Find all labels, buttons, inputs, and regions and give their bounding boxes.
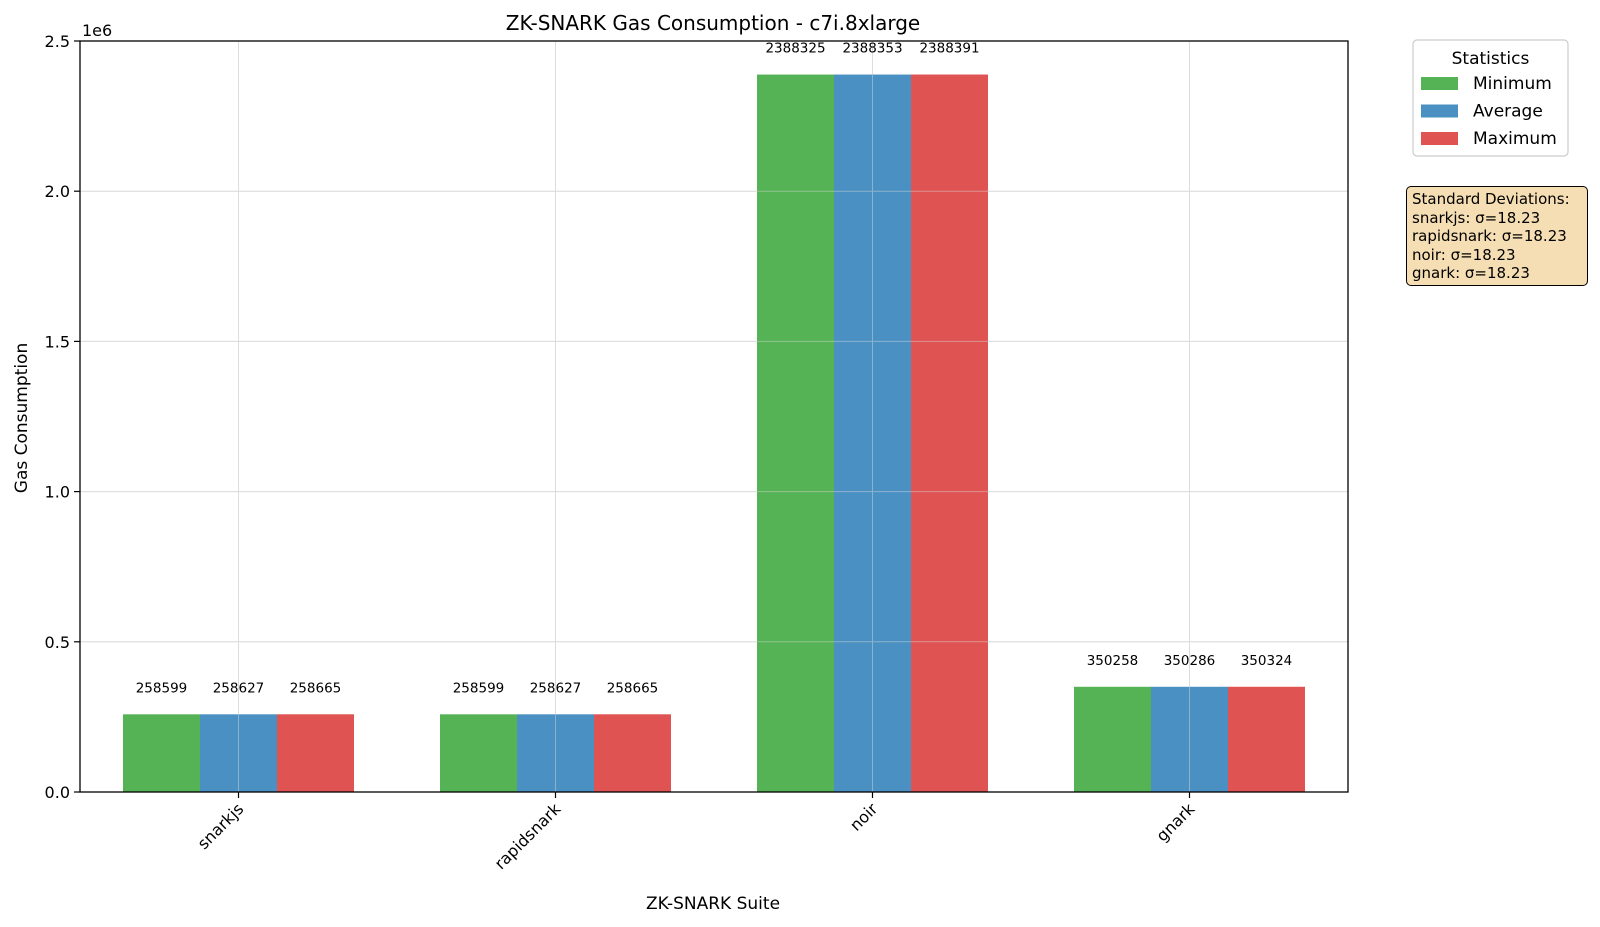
legend-box <box>1412 39 1569 157</box>
legend-swatch <box>1421 104 1458 118</box>
std-deviation-line: rapidsnark: σ=18.23 <box>1412 227 1567 245</box>
x-tick-label: noir <box>846 799 882 835</box>
legend-swatch <box>1421 132 1458 145</box>
y-tick-label: 1.5 <box>45 332 70 351</box>
std-deviation-box: Standard Deviations: snarkjs: σ=18.23 ra… <box>1406 186 1588 286</box>
x-tick-label: rapidsnark <box>491 799 565 873</box>
std-deviation-line: gnark: σ=18.23 <box>1412 264 1530 282</box>
bar-value-label: 258665 <box>290 680 342 696</box>
bar-value-label: 258627 <box>530 680 582 696</box>
bar-value-label: 2388325 <box>765 41 825 57</box>
bar <box>1228 686 1305 792</box>
bar-value-label: 258665 <box>607 680 659 696</box>
bar <box>440 714 517 792</box>
x-tick-label: gnark <box>1152 799 1198 845</box>
grid-overlay <box>80 40 1348 793</box>
bar <box>517 714 594 792</box>
std-deviation-title: Standard Deviations: <box>1412 190 1570 208</box>
bar-value-label: 350258 <box>1087 653 1139 669</box>
x-axis-label: ZK-SNARK Suite <box>646 894 780 914</box>
y-tick-label: 1.0 <box>45 483 70 502</box>
bar <box>911 74 988 792</box>
bar-value-label: 2388353 <box>842 41 902 57</box>
bar <box>594 714 671 792</box>
legend-label: Average <box>1473 102 1543 122</box>
bar-value-label: 350324 <box>1241 653 1293 669</box>
chart-title: ZK-SNARK Gas Consumption - c7i.8xlarge <box>506 11 920 35</box>
bar-value-label: 350286 <box>1164 653 1216 669</box>
grid <box>80 40 1348 793</box>
y-tick-label: 0.0 <box>45 783 70 802</box>
legend: Statistics Minimum Average Maximum <box>1412 39 1569 157</box>
y-tick-label: 2.0 <box>45 182 70 201</box>
bar-value-label: 258599 <box>136 680 188 696</box>
y-axis-label: Gas Consumption <box>12 343 32 493</box>
legend-swatch <box>1421 77 1458 90</box>
bar <box>834 74 911 792</box>
legend-label: Maximum <box>1473 129 1557 149</box>
std-deviation-line: snarkjs: σ=18.23 <box>1412 208 1541 227</box>
bar-value-label: 258627 <box>213 680 265 696</box>
bar <box>1151 686 1228 792</box>
y-offset-label: 1e6 <box>82 21 112 40</box>
y-tick-label: 2.5 <box>45 32 70 51</box>
bar <box>123 714 200 792</box>
std-deviation-line: noir: σ=18.23 <box>1412 245 1516 264</box>
bar-value-label: 258599 <box>453 680 505 696</box>
legend-label: Minimum <box>1473 74 1552 94</box>
x-tick-label: snarkjs <box>194 799 248 853</box>
bar-value-label: 2388391 <box>919 41 979 57</box>
data-labels: 258599 258627 258665 258599 258627 258665 2388… <box>136 41 1293 697</box>
bar <box>757 74 834 792</box>
bars <box>123 74 1305 792</box>
y-tick-label: 0.5 <box>45 633 70 652</box>
bar <box>1074 686 1151 792</box>
bar <box>277 714 354 792</box>
bar <box>200 714 277 792</box>
legend-title: Statistics <box>1452 49 1530 69</box>
plot-frame <box>79 40 1349 793</box>
